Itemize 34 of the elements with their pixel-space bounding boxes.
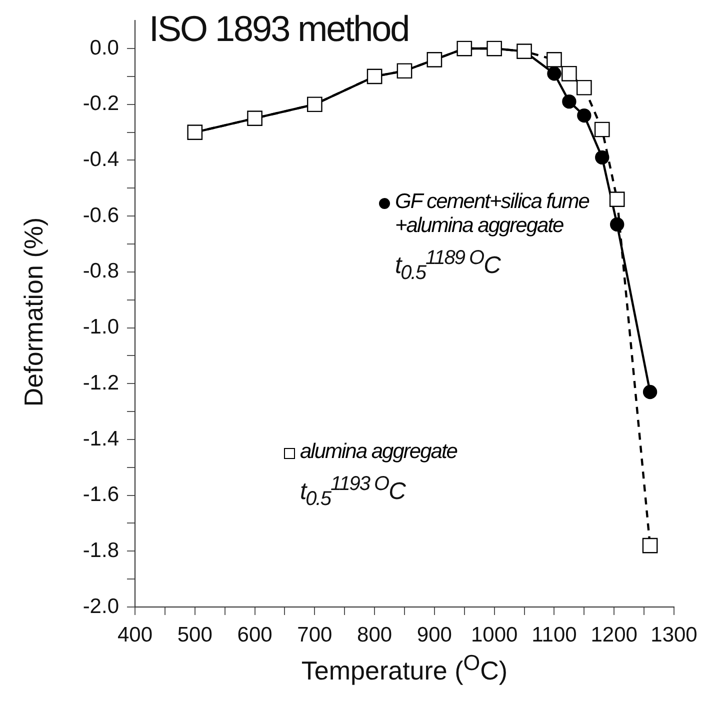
legend-label: alumina aggregate (300, 440, 457, 464)
y-tick-label: -0.8 (82, 260, 119, 283)
y-axis-title: Deformation (%) (18, 217, 50, 407)
y-tick-label: -1.6 (82, 483, 119, 506)
annotation: t$_{0.5}$$^{1189 O}$C (395, 246, 500, 285)
y-tick-label: -2.0 (82, 594, 119, 618)
point (562, 94, 576, 109)
y-tick-label: -0.6 (82, 204, 119, 227)
annotation: t$_{0.5}$$^{1193 O}$C (300, 472, 405, 511)
y-tick-label: 0.0 (90, 36, 119, 60)
y-tick-label: -1.2 (82, 371, 119, 394)
x-tick-label: 400 (117, 623, 153, 646)
x-tick-label: 1000 (470, 623, 518, 646)
x-tick-label: 700 (297, 623, 332, 646)
x-tick-label: 600 (237, 623, 272, 646)
chart-title: ISO 1893 method (149, 8, 409, 50)
point (610, 217, 624, 232)
point (642, 384, 658, 400)
y-tick-label: -1.0 (82, 316, 119, 339)
y-tick-label: -0.2 (82, 92, 119, 116)
point (547, 66, 562, 81)
x-tick-label: 800 (357, 623, 392, 646)
x-tick-label: 1200 (590, 623, 638, 646)
legend-label: GF cement+silica fume +alumina aggregate (395, 190, 589, 238)
point (595, 150, 610, 165)
x-tick-label: 500 (177, 623, 212, 646)
x-tick-label: 1300 (650, 623, 698, 646)
x-tick-label: 900 (416, 623, 452, 646)
y-tick-label: -1.8 (82, 538, 119, 562)
y-tick-label: -0.4 (82, 148, 120, 172)
point (577, 108, 592, 123)
y-tick-label: -1.4 (82, 427, 120, 450)
x-axis-title: Temperature ($^{O}$C) (301, 650, 508, 687)
x-tick-label: 1100 (532, 623, 577, 646)
